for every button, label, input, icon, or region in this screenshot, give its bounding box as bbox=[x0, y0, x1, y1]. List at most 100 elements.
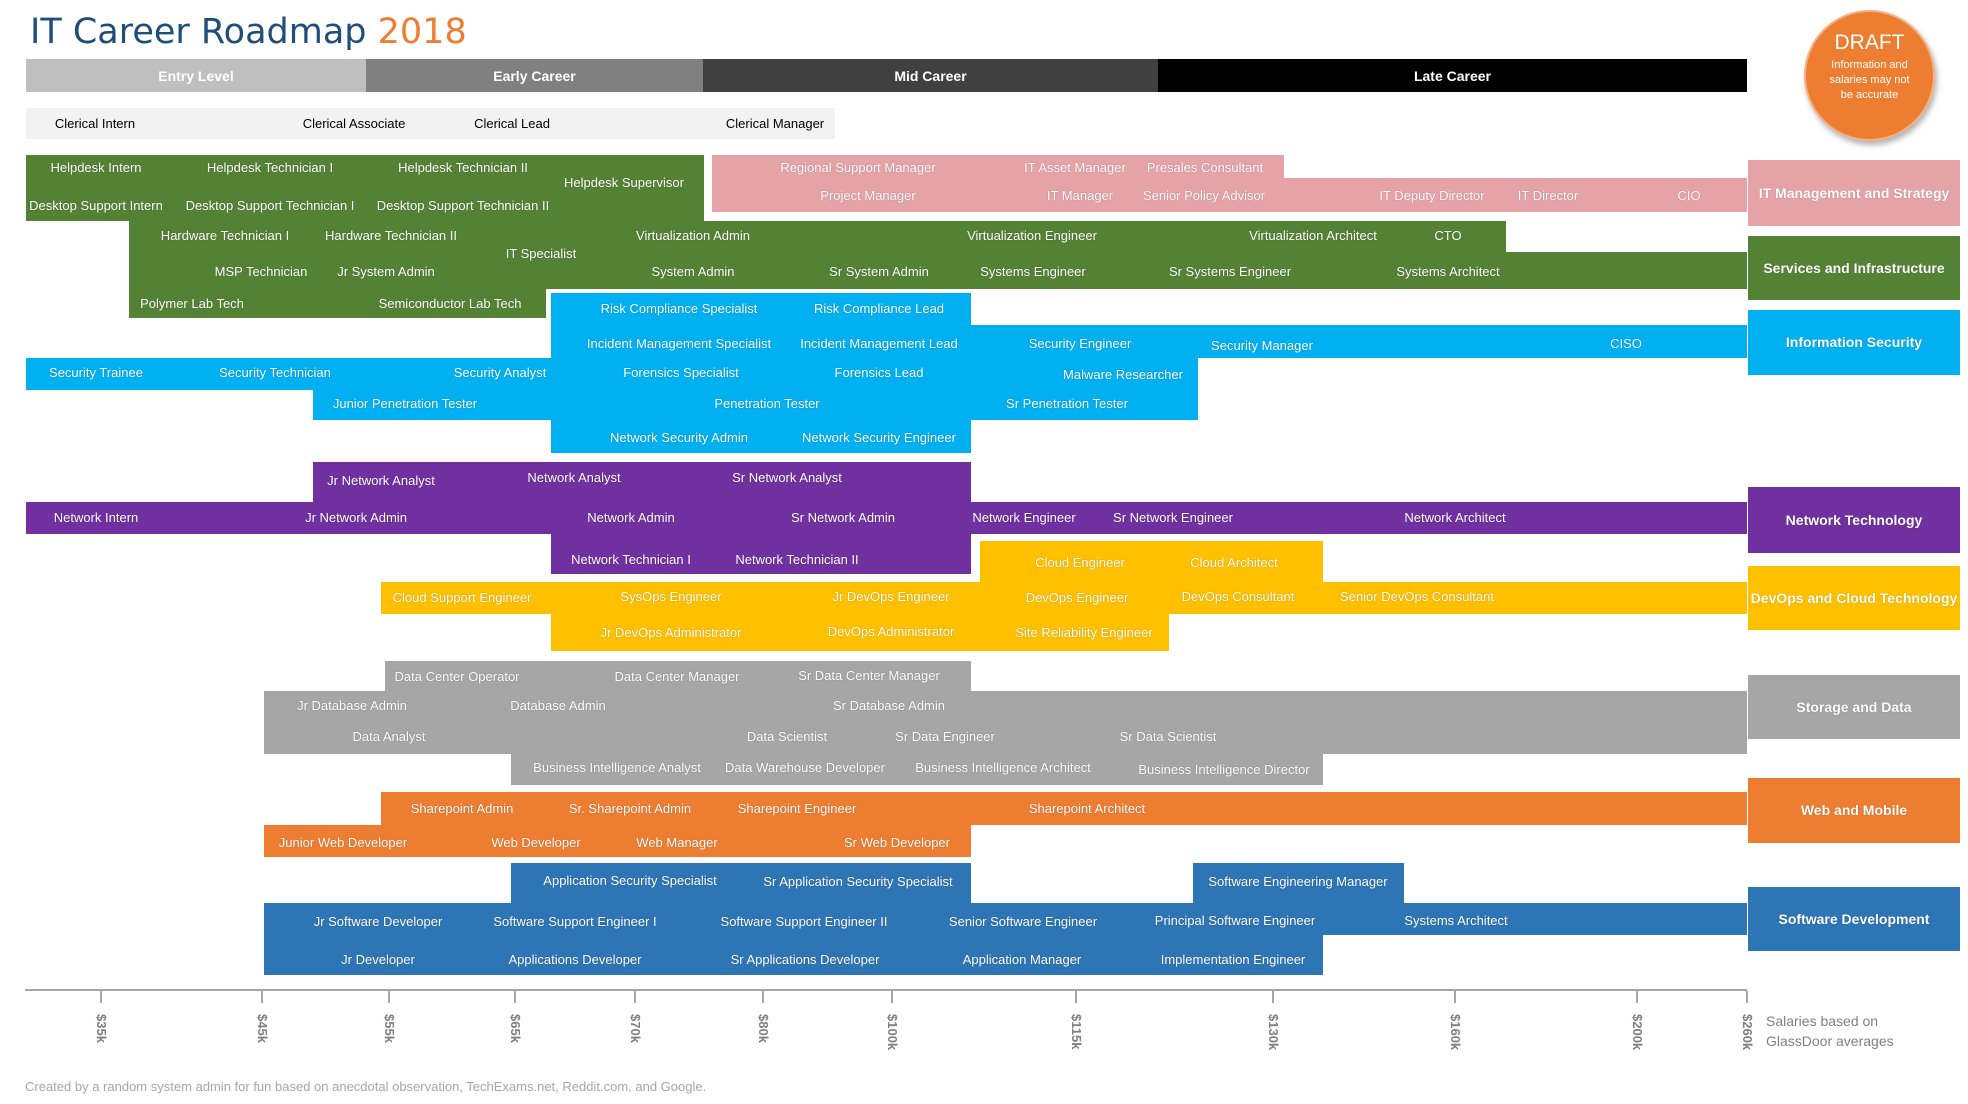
role-security-incident-management-lead: Incident Management Lead bbox=[800, 336, 958, 351]
band-web-and-mobile bbox=[264, 825, 971, 857]
role-infra-system-admin: System Admin bbox=[651, 264, 735, 279]
role-software-systems-architect: Systems Architect bbox=[1404, 913, 1508, 928]
role-software-jr-developer: Jr Developer bbox=[341, 952, 415, 967]
role-devops-cloud-engineer: Cloud Engineer bbox=[1035, 555, 1125, 570]
role-data-jr-database-admin: Jr Database Admin bbox=[297, 698, 407, 713]
category-devops-and-cloud-technology: DevOps and Cloud Technology bbox=[1748, 566, 1960, 630]
role-infra-desktop-support-intern: Desktop Support Intern bbox=[29, 198, 163, 213]
role-infra-helpdesk-intern: Helpdesk Intern bbox=[50, 160, 142, 175]
role-security-security-technician: Security Technician bbox=[219, 365, 331, 380]
role-security-network-security-admin: Network Security Admin bbox=[610, 430, 748, 445]
role-network-network-technician-i: Network Technician I bbox=[571, 552, 691, 567]
credit-text: Created by a random system admin for fun… bbox=[25, 1079, 707, 1094]
role-infra-desktop-support-technician-i: Desktop Support Technician I bbox=[185, 198, 355, 213]
salary-axis-tick bbox=[1272, 991, 1274, 1003]
role-infra-virtualization-engineer: Virtualization Engineer bbox=[967, 228, 1097, 243]
salary-axis-tick bbox=[1636, 991, 1638, 1003]
role-network-sr-network-engineer: Sr Network Engineer bbox=[1113, 510, 1233, 525]
role-network-network-technician-ii: Network Technician II bbox=[735, 552, 859, 567]
role-infra-hardware-technician-ii: Hardware Technician II bbox=[325, 228, 457, 243]
band-it-management-and-strategy bbox=[712, 155, 1284, 178]
draft-note: Information and salaries may not be accu… bbox=[1829, 59, 1910, 101]
band-software-development bbox=[1193, 863, 1404, 903]
role-network-network-engineer: Network Engineer bbox=[972, 510, 1076, 525]
role-security-risk-compliance-lead: Risk Compliance Lead bbox=[813, 301, 945, 316]
role-software-sr-applications-developer: Sr Applications Developer bbox=[730, 952, 880, 967]
role-data-business-intelligence-director: Business Intelligence Director bbox=[1138, 762, 1310, 777]
salary-axis-tick bbox=[261, 991, 263, 1003]
role-infra-virtualization-admin: Virtualization Admin bbox=[636, 228, 750, 243]
role-security-incident-management-specialist: Incident Management Specialist bbox=[586, 336, 772, 351]
role-infra-it-specialist: IT Specialist bbox=[505, 246, 577, 261]
salary-axis-note: Salaries based on GlassDoor averages bbox=[1766, 1013, 1894, 1049]
salary-axis-tick-label: $80k bbox=[756, 1014, 771, 1043]
salary-axis-tick-label: $45k bbox=[255, 1014, 270, 1043]
role-data-business-intelligence-analyst: Business Intelligence Analyst bbox=[533, 760, 701, 775]
role-network-network-admin: Network Admin bbox=[587, 510, 675, 525]
salary-axis-tick bbox=[891, 991, 893, 1003]
role-mgmt-it-director: IT Director bbox=[1517, 188, 1579, 203]
band-clerical bbox=[26, 108, 835, 139]
role-software-jr-software-developer: Jr Software Developer bbox=[313, 914, 443, 929]
role-infra-sr-system-admin: Sr System Admin bbox=[829, 264, 929, 279]
role-data-database-admin: Database Admin bbox=[510, 698, 606, 713]
role-network-sr-network-analyst: Sr Network Analyst bbox=[732, 470, 842, 485]
role-devops-jr-devops-engineer: Jr DevOps Engineer bbox=[832, 589, 950, 604]
band-storage-and-data bbox=[264, 691, 1747, 754]
band-software-development bbox=[264, 903, 1747, 935]
role-security-junior-penetration-tester: Junior Penetration Tester bbox=[332, 396, 478, 411]
role-software-application-security-specialist: Application Security Specialist bbox=[543, 873, 717, 888]
band-information-security bbox=[313, 390, 1198, 420]
role-infra-sr-systems-engineer: Sr Systems Engineer bbox=[1168, 264, 1292, 279]
role-mgmt-cio: CIO bbox=[1677, 188, 1701, 203]
role-web-sr-web-developer: Sr Web Developer bbox=[844, 835, 950, 850]
role-software-software-support-engineer-ii: Software Support Engineer II bbox=[720, 914, 888, 929]
role-infra-virtualization-architect: Virtualization Architect bbox=[1249, 228, 1377, 243]
role-security-ciso: CISO bbox=[1610, 336, 1642, 351]
salary-axis-tick-label: $70k bbox=[628, 1014, 643, 1043]
band-storage-and-data bbox=[385, 661, 971, 691]
role-software-implementation-engineer: Implementation Engineer bbox=[1160, 952, 1306, 967]
salary-axis-tick bbox=[762, 991, 764, 1003]
salary-axis-tick bbox=[1454, 991, 1456, 1003]
role-devops-devops-engineer: DevOps Engineer bbox=[1025, 590, 1129, 605]
role-infra-helpdesk-technician-i: Helpdesk Technician I bbox=[206, 160, 334, 175]
role-infra-helpdesk-technician-ii: Helpdesk Technician II bbox=[398, 160, 528, 175]
role-software-senior-software-engineer: Senior Software Engineer bbox=[948, 914, 1098, 929]
band-services-and-infrastructure bbox=[546, 252, 1747, 289]
phase-late-career: Late Career bbox=[1158, 59, 1747, 92]
band-devops-and-cloud-technology bbox=[381, 582, 1747, 614]
salary-axis-tick-label: $200k bbox=[1630, 1014, 1645, 1051]
role-web-sharepoint-engineer: Sharepoint Engineer bbox=[737, 801, 857, 816]
role-mgmt-presales-consultant: Presales Consultant bbox=[1146, 160, 1264, 175]
role-network-jr-network-analyst: Jr Network Analyst bbox=[327, 473, 435, 488]
role-devops-senior-devops-consultant: Senior DevOps Consultant bbox=[1340, 589, 1494, 604]
role-security-security-engineer: Security Engineer bbox=[1028, 336, 1132, 351]
clerical-role: Clerical Manager bbox=[725, 116, 825, 131]
role-web-junior-web-developer: Junior Web Developer bbox=[278, 835, 408, 850]
role-devops-sysops-engineer: SysOps Engineer bbox=[620, 589, 722, 604]
band-web-and-mobile bbox=[381, 792, 1747, 825]
role-security-penetration-tester: Penetration Tester bbox=[714, 396, 820, 411]
role-data-data-scientist: Data Scientist bbox=[746, 729, 828, 744]
role-mgmt-it-asset-manager: IT Asset Manager bbox=[1024, 160, 1126, 175]
role-data-data-center-manager: Data Center Manager bbox=[614, 669, 740, 684]
phase-entry-level: Entry Level bbox=[26, 59, 366, 92]
band-information-security bbox=[551, 420, 971, 453]
role-security-sr-penetration-tester: Sr Penetration Tester bbox=[1006, 396, 1128, 411]
role-data-sr-data-engineer: Sr Data Engineer bbox=[895, 729, 995, 744]
role-devops-cloud-architect: Cloud Architect bbox=[1190, 555, 1278, 570]
category-network-technology: Network Technology bbox=[1748, 487, 1960, 553]
role-security-forensics-specialist: Forensics Specialist bbox=[623, 365, 739, 380]
page-title: IT Career Roadmap 2018 bbox=[30, 12, 467, 52]
role-software-applications-developer: Applications Developer bbox=[508, 952, 642, 967]
role-data-sr-data-center-manager: Sr Data Center Manager bbox=[798, 668, 940, 683]
salary-axis-tick bbox=[100, 991, 102, 1003]
role-devops-devops-consultant: DevOps Consultant bbox=[1181, 589, 1295, 604]
role-network-jr-network-admin: Jr Network Admin bbox=[305, 510, 407, 525]
band-devops-and-cloud-technology bbox=[551, 614, 1169, 651]
category-software-development: Software Development bbox=[1748, 887, 1960, 951]
role-devops-site-reliability-engineer: Site Reliability Engineer bbox=[1015, 625, 1153, 640]
band-services-and-infrastructure bbox=[129, 221, 546, 318]
